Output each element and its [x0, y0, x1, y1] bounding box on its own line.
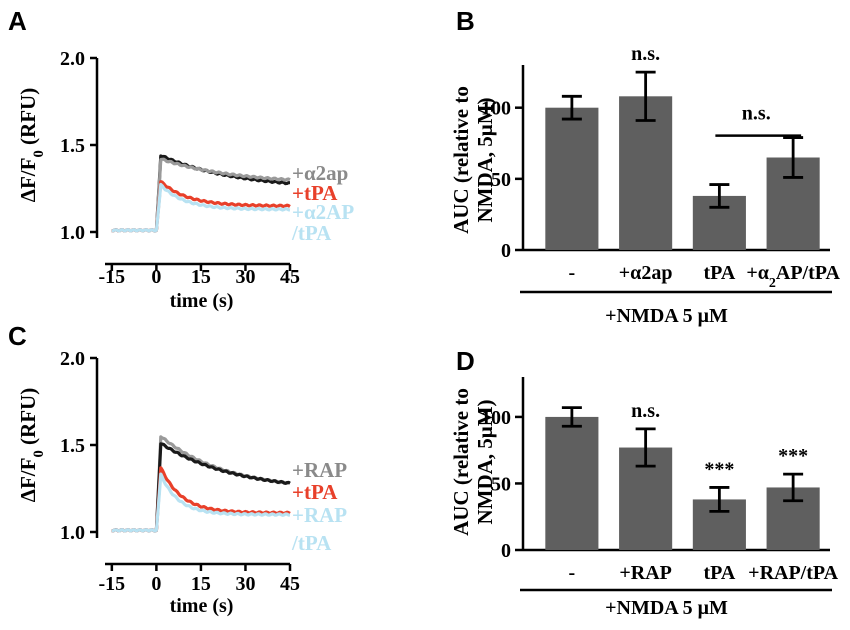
category-label: +RAP/tPA	[748, 562, 838, 584]
y-axis-label-line: AUC (relative to	[449, 86, 473, 234]
y-axis-label: AUC (relative to NMDA, 5μM)	[449, 86, 497, 234]
legend-entry: /tPA	[291, 531, 332, 555]
category-label: tPA	[703, 562, 735, 584]
category-label-part: tPA	[703, 262, 735, 284]
category-label-part: tPA	[703, 562, 735, 584]
legend-entry: /tPA	[291, 221, 332, 245]
legend-entry: +tPA	[292, 480, 338, 504]
x-tick-label: 15	[191, 266, 211, 288]
category-label: -	[569, 262, 576, 284]
y-tick-label: 2.0	[60, 348, 85, 370]
y-axis-label-part: ΔF/F	[16, 158, 40, 203]
x-tick-label: 0	[151, 266, 161, 288]
y-tick-label: 0	[501, 540, 511, 562]
significance-label: ***	[704, 458, 734, 480]
category-label: +α2AP/tPA	[746, 262, 840, 291]
group-label: +NMDA 5 μM	[605, 597, 728, 619]
category-label-part: +α	[746, 262, 769, 284]
panel-letter: D	[456, 346, 475, 376]
trace-4	[111, 182, 291, 233]
y-axis-label-part: (RFU)	[16, 88, 40, 150]
y-axis-label-part: 0	[31, 150, 47, 157]
y-axis-label: ΔF/F0 (RFU)	[16, 388, 47, 502]
trace-2	[111, 442, 291, 533]
y-tick-label: 100	[481, 407, 511, 429]
y-tick-label: 1.5	[60, 435, 85, 457]
y-tick-label: 1.0	[60, 522, 85, 544]
panel-letter: C	[8, 321, 27, 351]
category-label-part: -	[569, 262, 576, 284]
legend-entry: +tPA	[292, 181, 338, 205]
category-label-part: +RAP	[619, 562, 672, 584]
panel-letter: A	[8, 6, 27, 36]
category-label: +α2ap	[619, 262, 673, 284]
category-label-part: +α2ap	[619, 262, 673, 284]
legend-entry: +α2ap	[292, 161, 348, 185]
group-label: +NMDA 5 μM	[605, 305, 728, 327]
legend-entry: +α2AP	[292, 200, 354, 224]
y-axis-label-part: 0	[31, 450, 47, 457]
y-tick-label: 1.0	[60, 222, 85, 244]
significance-label: n.s.	[631, 400, 660, 422]
y-axis-label: ΔF/F0 (RFU)	[16, 88, 47, 202]
category-label-part: 2	[769, 276, 776, 291]
x-axis-label: time (s)	[170, 290, 234, 312]
legend-entry: +RAP	[292, 503, 347, 527]
trace-4	[111, 472, 291, 533]
category-label: -	[569, 562, 576, 584]
bar	[545, 107, 599, 250]
y-axis-label-line: NMDA, 5μM)	[473, 97, 497, 222]
x-axis-label: time (s)	[170, 595, 234, 617]
x-tick-label: 45	[280, 573, 300, 595]
y-axis-label: AUC (relative to NMDA, 5μM)	[449, 388, 497, 536]
category-label-part: -	[569, 562, 576, 584]
category-label: tPA	[703, 262, 735, 284]
x-tick-label: 30	[235, 573, 255, 595]
significance-label: ***	[778, 445, 808, 467]
category-label: +RAP	[619, 562, 672, 584]
x-tick-label: 45	[280, 266, 300, 288]
x-tick-label: -15	[99, 573, 126, 595]
y-tick-label: 0	[501, 240, 511, 262]
y-axis-label-line: AUC (relative to	[449, 388, 473, 536]
y-tick-label: 1.5	[60, 135, 85, 157]
x-tick-label: -15	[99, 266, 126, 288]
trace-1	[111, 435, 291, 533]
significance-label: n.s.	[631, 43, 660, 65]
y-axis-label-line: NMDA, 5μM)	[473, 399, 497, 524]
y-tick-label: 100	[481, 98, 511, 120]
legend-entry: +RAP	[292, 458, 347, 482]
y-tick-label: 50	[491, 473, 511, 495]
category-label-part: +RAP/tPA	[748, 562, 838, 584]
bar	[545, 416, 599, 550]
bar	[619, 96, 673, 250]
panel-letter: B	[456, 6, 475, 36]
trace-2	[111, 157, 291, 233]
trace-1	[111, 154, 291, 233]
significance-label: n.s.	[742, 103, 771, 125]
y-axis-label-part: ΔF/F	[16, 458, 40, 503]
y-axis-label-part: (RFU)	[16, 388, 40, 450]
category-label-part: AP/tPA	[776, 262, 841, 284]
x-tick-label: 0	[151, 573, 161, 595]
trace-3	[111, 466, 291, 533]
y-tick-label: 50	[491, 169, 511, 191]
x-tick-label: 15	[191, 573, 211, 595]
y-tick-label: 2.0	[60, 48, 85, 70]
x-tick-label: 30	[235, 266, 255, 288]
